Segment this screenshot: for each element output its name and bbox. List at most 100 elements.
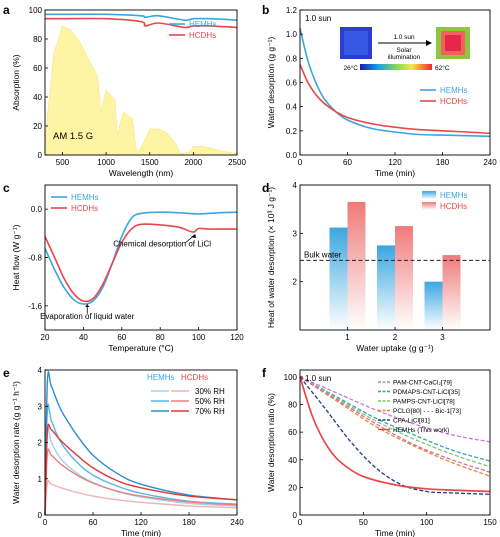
x-tick-label-f: 100 (420, 518, 434, 527)
y-tick-label-e: 0 (38, 511, 43, 520)
x-tick-label-c: 60 (117, 333, 126, 342)
x-axis-label-c: Temperature (°C) (108, 343, 173, 353)
legend-b-hcdhs-label: HCDHs (440, 97, 467, 106)
x-tick-label-b: 180 (436, 158, 450, 167)
y-tick-label-c: -1.6 (28, 302, 42, 311)
panel-letter-b: b (262, 3, 269, 17)
annotation-licl: Chemical desorption of LiCl (113, 240, 211, 249)
annotation-evaporation: Evaporation of liquid water (40, 312, 135, 321)
y-axis-label-a: Absorption (%) (11, 54, 21, 110)
y-tick-label-a: 40 (33, 93, 42, 102)
chart-c: 20 40 60 80 100 120 0.0 -0.8 -1.6 Temperature (°C… (11, 184, 244, 353)
chart-f: 0 50 100 150 0 20 40 60 80 100 Time (min) Water des… (266, 369, 497, 537)
legend-d-hcdhs-label: HCDHs (440, 202, 467, 211)
panel-letter-a: a (3, 3, 10, 17)
panel-letter-d: d (262, 181, 269, 195)
annotation-evaporation-arrowhead (85, 304, 90, 308)
y-tick-label-b: 1.2 (286, 6, 298, 15)
series-line-PAM-CNT-CaCl₂[79] (299, 376, 491, 443)
panel-letter-f: f (262, 366, 267, 380)
x-tick-label-b: 240 (483, 158, 497, 167)
series-line-HCDHs (44, 223, 237, 303)
chart-d: 1 2 3 Bulk water 2 3 4 Water uptake (g g⁻¹) Heat… (266, 181, 491, 353)
bar-HCDHs-1 (347, 201, 366, 330)
series-line-HEMHs 50% RH (44, 403, 238, 516)
inset-arrow-label-bottom-2: illumination (388, 54, 421, 61)
y-axis-label-d: Heat of water desorption (× 10³ J g⁻¹) (266, 187, 276, 328)
inset-arrow-label-top: 1.0 sun (393, 34, 415, 41)
series-line-HEMHs (299, 27, 491, 138)
x-tick-label-b: 120 (388, 158, 402, 167)
legend-d-hcdhs-swatch (422, 202, 436, 210)
x-tick-label-b: 60 (343, 158, 352, 167)
y-tick-label-b: 0.0 (286, 151, 298, 160)
am15g-annotation: AM 1.5 G (53, 131, 93, 142)
x-tick-label-a: 2500 (228, 158, 246, 167)
x-tick-label-e: 0 (43, 518, 48, 527)
y-tick-label-a: 0 (38, 151, 43, 160)
inset-thermal-before-core (344, 31, 368, 55)
series-line-HCDHs (299, 64, 491, 135)
x-tick-label-a: 2000 (184, 158, 202, 167)
series-line-HEMHs (This work) (299, 376, 491, 493)
x-axis-label-e: Time (min) (121, 528, 161, 537)
y-tick-label-b: 1.0 (286, 30, 298, 39)
legend-f-label: HEMHs (This work) (393, 427, 449, 434)
inset-arrow-head (426, 40, 432, 46)
inset-arrow-label-bottom-1: Solar (396, 47, 412, 54)
series-line-HEMHs (45, 13, 238, 22)
x-tick-label-d: 1 (345, 333, 350, 342)
y-axis-label-c: Heat flow (W g⁻¹) (11, 224, 21, 290)
inset-scale-min: 26°C (343, 64, 358, 72)
plot-frame-f (299, 369, 491, 516)
y-tick-label-d: 3 (293, 229, 298, 238)
series-line-HCDHs 70% RH (44, 423, 238, 516)
series-line-Bic-1[73] (299, 376, 491, 473)
legend-c-hemhs-label: HEMHs (71, 193, 99, 202)
legend-f-label: PAM-CNT-CaCl₂[79] (393, 380, 452, 387)
panel-letter-c: c (3, 181, 10, 195)
y-tick-label-d: 4 (293, 181, 298, 190)
y-tick-label-f: 60 (288, 428, 297, 437)
y-tick-label-b: 0.2 (286, 127, 298, 136)
inset-color-scale (360, 64, 432, 70)
x-tick-label-a: 500 (56, 158, 70, 167)
y-tick-label-d: 2 (293, 278, 298, 287)
y-tick-label-b: 0.4 (286, 103, 298, 112)
x-tick-label-a: 1000 (97, 158, 115, 167)
legend-f-label: CFA-LiCl[81] (393, 418, 430, 425)
legend-e-label: 70% RH (195, 407, 225, 416)
sun-annotation-f: 1.0 sun (305, 374, 331, 383)
y-tick-label-b: 0.8 (286, 54, 298, 63)
legend-c-hcdhs-label: HCDHs (71, 204, 98, 213)
series-line-CFA-LiCl[81] (299, 376, 491, 495)
x-axis-label-b: Time (min) (375, 168, 415, 178)
y-tick-label-a: 80 (33, 35, 42, 44)
legend-f-label: PCLG[80] - - - Bic-1[73] (393, 408, 461, 415)
legend-a-hcdhs-label: HCDHs (189, 31, 216, 40)
y-tick-label-e: 4 (38, 366, 43, 375)
legend-e-header-hcdhs: HCDHs (181, 373, 208, 382)
chart-a: 500 1000 1500 2000 2500 0 20 40 60 80 100 Wavelengt… (11, 6, 246, 178)
bulk-water-label: Bulk water (304, 250, 342, 259)
y-tick-label-f: 100 (284, 373, 298, 382)
bar-HCDHs-3 (442, 255, 461, 330)
series-line-HEMHs 70% RH (44, 371, 238, 516)
y-tick-label-f: 40 (288, 456, 297, 465)
x-tick-label-e: 120 (134, 518, 148, 527)
bar-HEMHs-2 (377, 245, 395, 330)
series-line-HCDHs (45, 17, 238, 29)
y-axis-label-f: Water desorption ratio (%) (266, 393, 276, 492)
x-tick-label-f: 0 (298, 518, 303, 527)
x-tick-label-d: 3 (440, 333, 445, 342)
inset-scale-max: 62°C (435, 64, 450, 72)
y-tick-label-f: 20 (288, 483, 297, 492)
x-tick-label-f: 150 (483, 518, 497, 527)
bar-HCDHs-2 (395, 226, 413, 330)
y-tick-label-e: 3 (38, 402, 43, 411)
x-tick-label-c: 40 (79, 333, 88, 342)
y-axis-label-b: Water desorption (g g⁻¹) (266, 37, 276, 129)
legend-e-label: 50% RH (195, 397, 225, 406)
series-line-PAMPS-CNT-LiCl[78] (299, 376, 491, 468)
y-tick-label-c: 0.0 (31, 205, 43, 214)
